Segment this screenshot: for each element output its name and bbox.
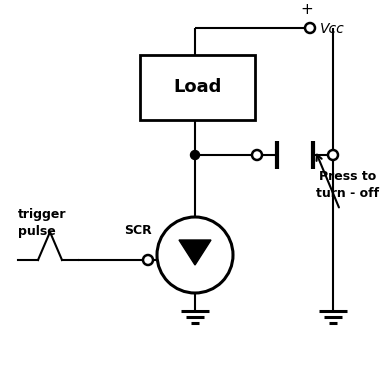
Text: Vcc: Vcc: [320, 22, 345, 36]
Text: Press to
turn - off: Press to turn - off: [317, 170, 380, 200]
Polygon shape: [179, 240, 211, 265]
Text: SCR: SCR: [124, 223, 152, 237]
Bar: [140, 55, 255, 120]
Circle shape: [157, 217, 233, 293]
Text: Load: Load: [173, 78, 222, 97]
Circle shape: [305, 23, 315, 33]
Circle shape: [252, 150, 262, 160]
Circle shape: [143, 255, 153, 265]
Circle shape: [190, 151, 200, 159]
Circle shape: [328, 150, 338, 160]
Text: trigger
pulse: trigger pulse: [18, 208, 66, 238]
Text: +: +: [301, 2, 314, 17]
